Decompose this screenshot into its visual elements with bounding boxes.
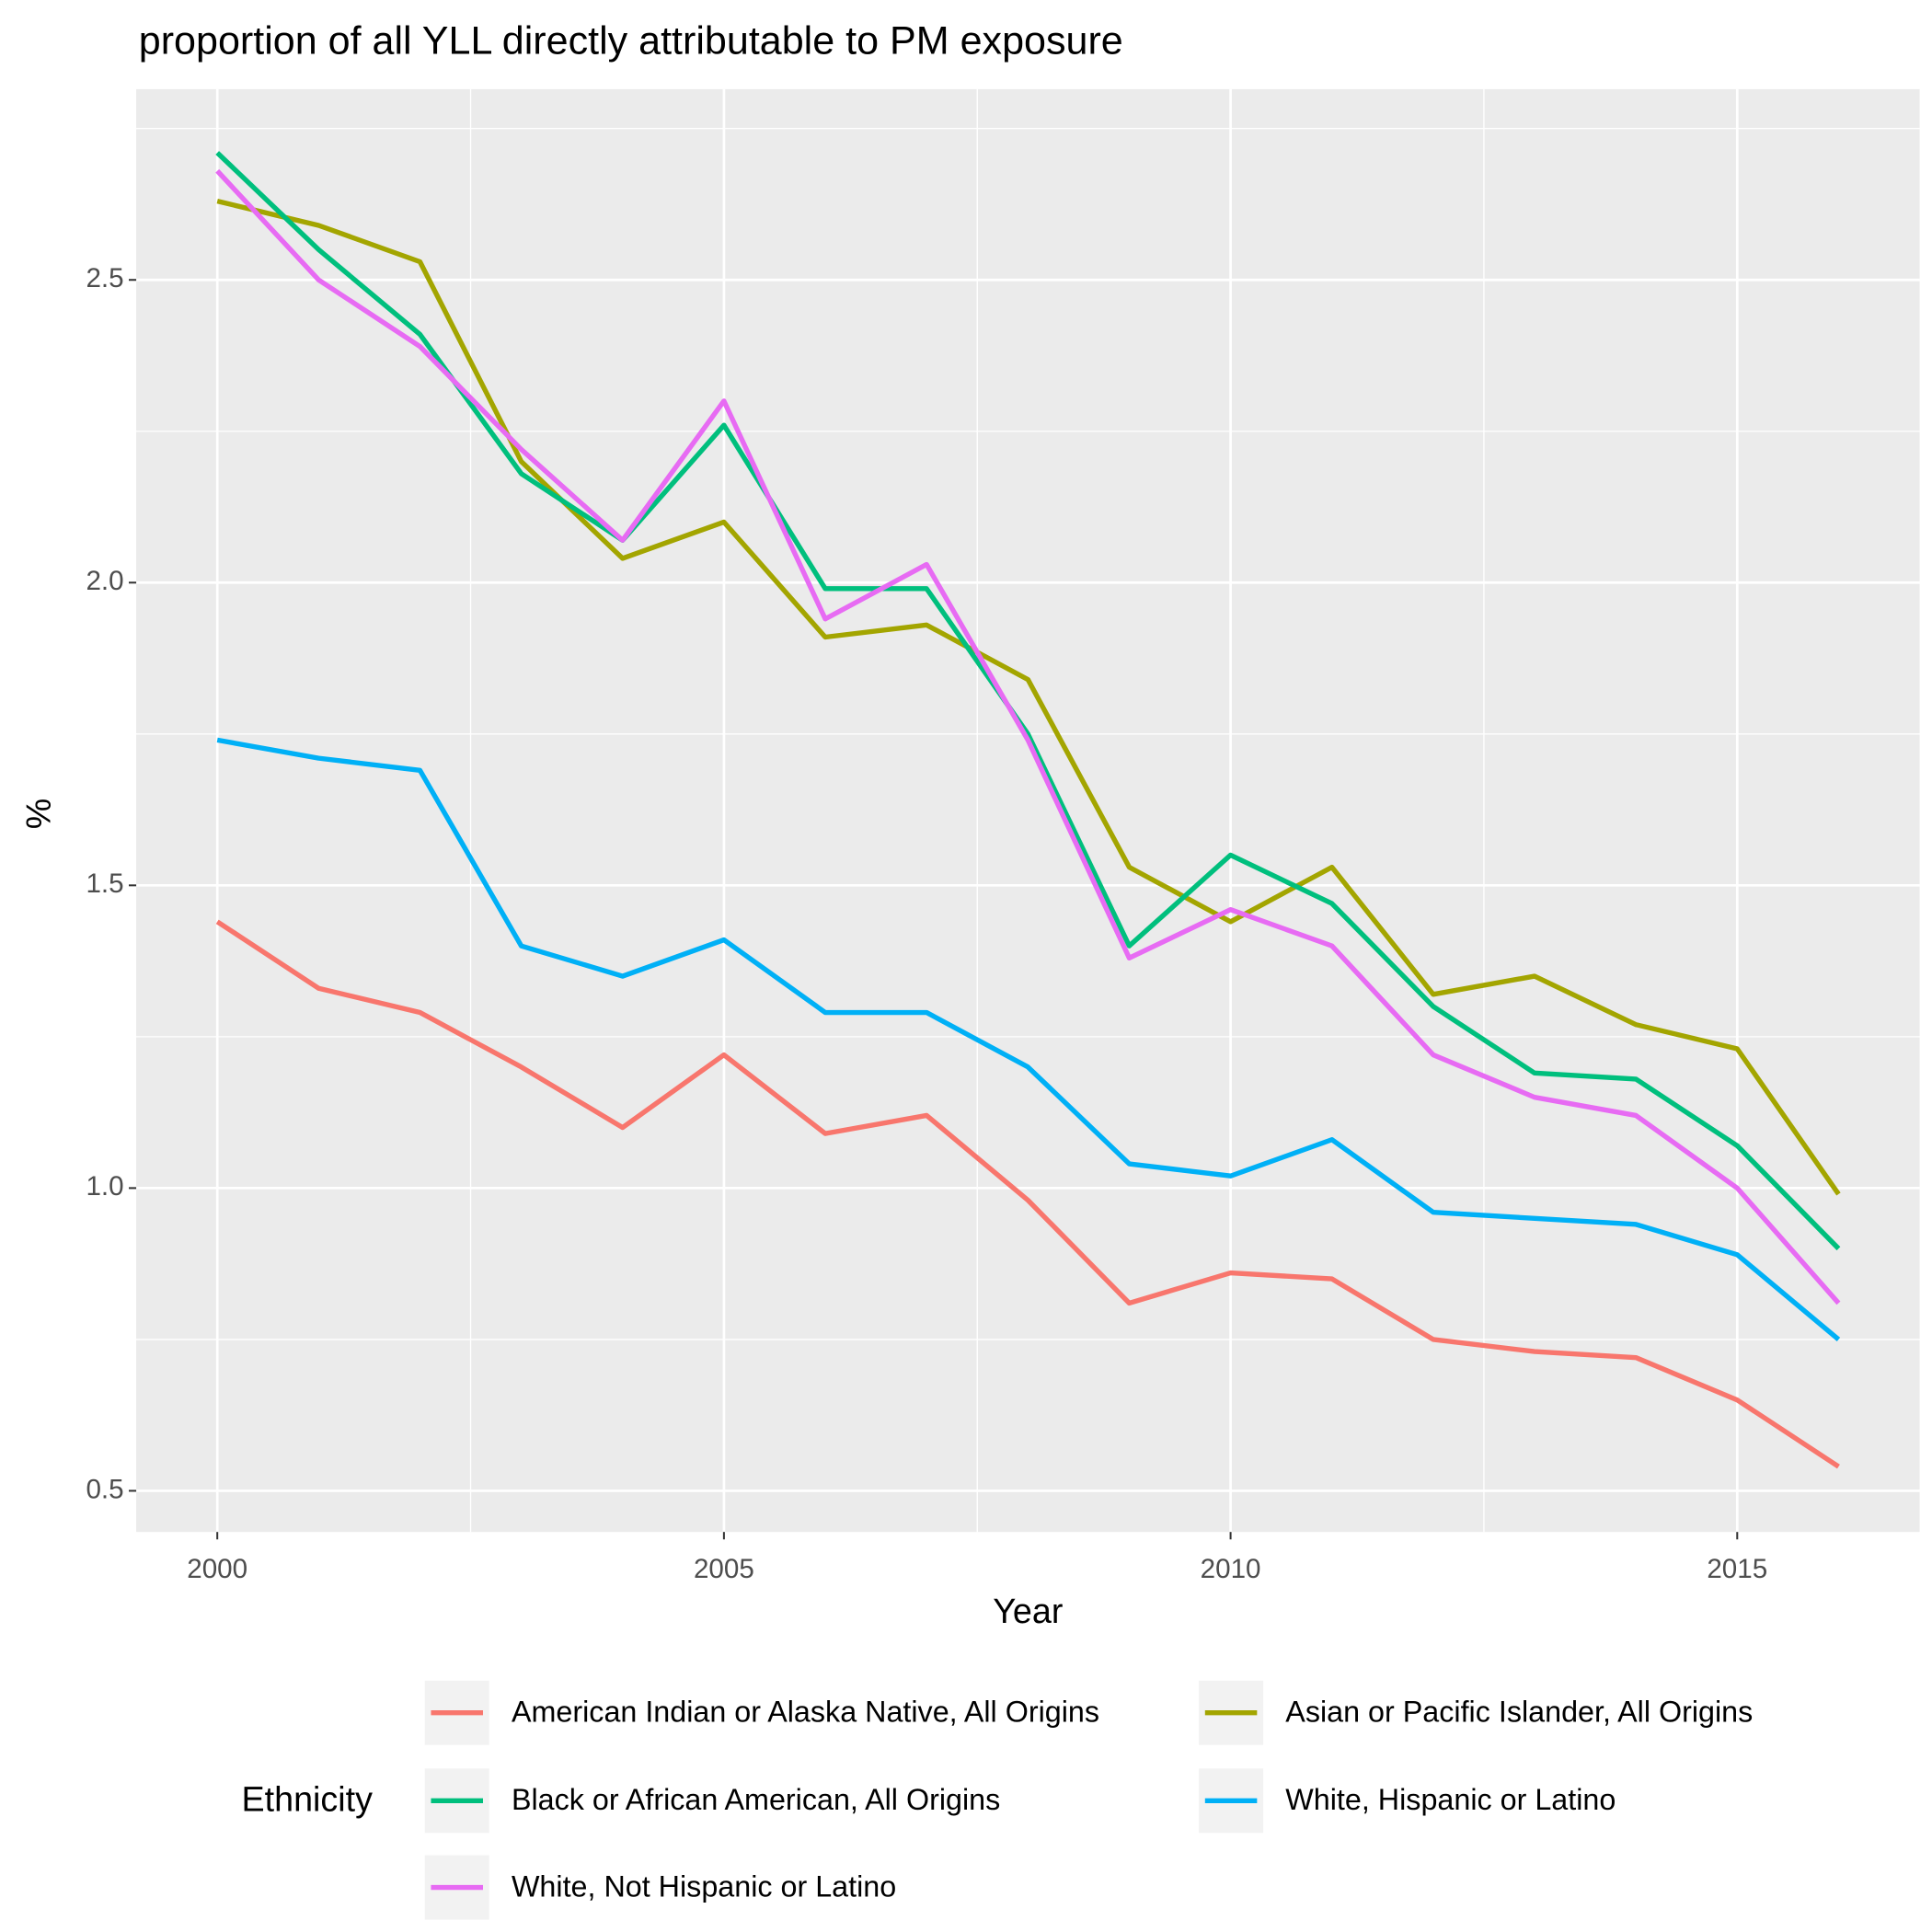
legend-label: White, Hispanic or Latino [1285,1783,1616,1816]
legend: American Indian or Alaska Native, All Or… [424,1680,1753,1920]
y-tick-label: 2.0 [86,566,123,596]
y-axis-title: % [18,799,57,830]
series-line [215,919,1840,1469]
series-line [215,168,1841,1305]
x-tick-label: 2000 [187,1554,247,1584]
chart-title: proportion of all YLL directly attributa… [139,18,1123,63]
y-tick-label: 1.0 [86,1171,123,1202]
series-line [215,151,1841,1251]
panel-background [136,88,1920,1533]
legend-label: American Indian or Alaska Native, All Or… [512,1696,1099,1729]
y-tick-label: 0.5 [86,1474,123,1504]
series-line [216,199,1841,1196]
series-line [216,737,1841,1341]
x-tick-label: 2015 [1707,1554,1767,1584]
legend-label: Black or African American, All Origins [512,1783,1000,1816]
x-axis-title: Year [993,1592,1063,1630]
grid [136,88,1920,1533]
legend-label: Asian or Pacific Islander, All Origins [1285,1696,1753,1729]
legend-label: White, Not Hispanic or Latino [512,1869,896,1903]
lines [215,151,1841,1469]
y-tick-label: 1.5 [86,868,123,899]
y-tick-label: 2.5 [86,263,123,293]
legend-title: Ethnicity [242,1780,374,1819]
x-tick-label: 2010 [1201,1554,1261,1584]
x-tick-label: 2005 [694,1554,754,1584]
